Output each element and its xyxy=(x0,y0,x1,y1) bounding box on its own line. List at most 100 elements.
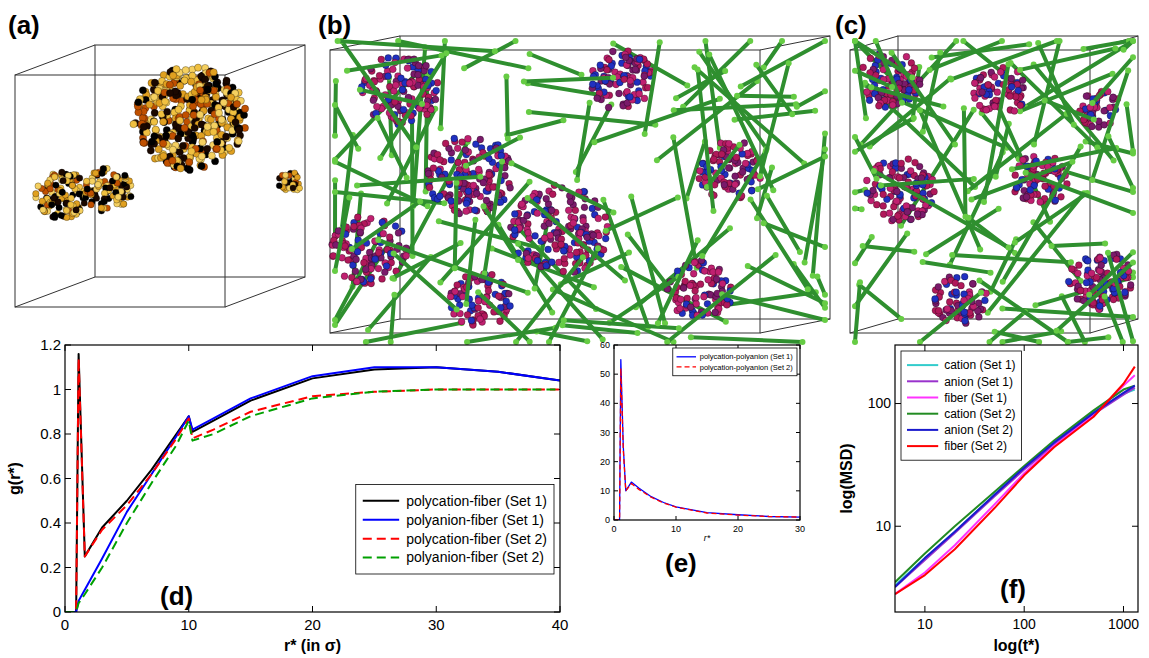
fiber-rod xyxy=(606,198,678,231)
fiber-end xyxy=(389,275,395,281)
fiber-end xyxy=(525,65,531,71)
bead xyxy=(88,201,94,207)
fiber-end xyxy=(822,146,828,152)
bead xyxy=(170,72,177,79)
bead xyxy=(723,301,730,308)
fiber-end xyxy=(822,131,828,137)
fiber-rod xyxy=(855,233,907,306)
fiber-end xyxy=(710,208,716,214)
bead xyxy=(677,296,684,303)
fiber-end xyxy=(695,66,701,72)
fiber-rod xyxy=(758,156,825,189)
bead xyxy=(573,249,580,256)
fiber-end xyxy=(332,268,338,274)
bead xyxy=(297,185,303,191)
bead xyxy=(198,96,205,103)
bead xyxy=(367,275,374,282)
bead xyxy=(130,121,137,128)
bead xyxy=(705,276,712,283)
bead xyxy=(181,124,188,131)
bead xyxy=(204,145,211,152)
fiber-rod xyxy=(335,197,349,271)
fiber-end xyxy=(559,322,565,328)
fiber-rod xyxy=(756,65,792,115)
bead xyxy=(606,56,613,63)
box-edge xyxy=(330,319,400,333)
fiber-end xyxy=(654,157,660,163)
bead xyxy=(353,256,360,263)
bead xyxy=(240,111,247,118)
bead xyxy=(190,111,197,118)
fiber-end xyxy=(799,339,805,345)
fiber-end xyxy=(546,339,552,345)
bead xyxy=(543,195,550,202)
fiber-end xyxy=(770,187,776,193)
fiber-end xyxy=(747,38,753,44)
fiber-end xyxy=(722,68,728,74)
bead xyxy=(140,123,147,130)
bead xyxy=(198,163,205,170)
fiber-end xyxy=(625,232,631,238)
fiber-end xyxy=(738,83,744,89)
fiber-end xyxy=(610,209,616,215)
bead xyxy=(152,126,159,133)
fiber-end xyxy=(458,240,464,246)
fiber-end xyxy=(527,339,533,345)
bead xyxy=(590,232,597,239)
bead xyxy=(354,214,361,221)
fiber-end xyxy=(363,339,369,345)
bead xyxy=(605,104,612,111)
bead xyxy=(160,152,167,159)
fiber-end xyxy=(852,149,858,155)
fiber-rod xyxy=(378,118,407,178)
fiber-end xyxy=(986,339,992,345)
bead xyxy=(360,259,367,266)
fiber-rod xyxy=(516,226,596,310)
fiber-rod xyxy=(507,120,563,135)
bead xyxy=(151,93,158,100)
bead xyxy=(548,259,555,266)
fiber-end xyxy=(634,330,640,336)
fiber-rod xyxy=(530,54,582,75)
bead xyxy=(561,255,568,262)
bead xyxy=(139,87,146,94)
bead xyxy=(454,282,461,289)
fiber-end xyxy=(1130,38,1136,44)
bead xyxy=(580,217,587,224)
bead xyxy=(173,66,180,73)
snapshot-b xyxy=(329,36,830,345)
fiber-end xyxy=(513,339,519,345)
snapshot-c xyxy=(850,36,1138,345)
bead xyxy=(712,309,719,316)
fiber-end xyxy=(332,157,338,163)
bead xyxy=(748,187,755,194)
fiber-rod xyxy=(691,337,803,342)
fiber-end xyxy=(344,68,350,74)
fiber-rod xyxy=(989,312,1025,342)
bead xyxy=(235,127,242,134)
fiber-end xyxy=(717,96,723,102)
bead xyxy=(128,193,134,199)
fiber-end xyxy=(822,88,828,94)
bead xyxy=(541,235,548,242)
bead xyxy=(697,281,704,288)
fiber-end xyxy=(438,125,444,131)
bead xyxy=(701,268,708,275)
bead xyxy=(76,175,82,181)
fiber-rod xyxy=(687,141,705,198)
bead xyxy=(198,153,205,160)
fiber-end xyxy=(508,160,514,166)
bead xyxy=(693,294,700,301)
fiber-rod xyxy=(564,320,679,328)
bead xyxy=(486,171,493,178)
bead xyxy=(437,156,444,163)
fiber-end xyxy=(904,230,910,236)
fiber-end xyxy=(1036,339,1042,345)
bead xyxy=(151,79,158,86)
bead xyxy=(235,138,242,145)
fiber-end xyxy=(377,155,383,161)
fiber-rod xyxy=(467,328,556,342)
bead xyxy=(477,316,484,323)
bead xyxy=(726,140,733,147)
fiber-rod xyxy=(392,243,460,278)
